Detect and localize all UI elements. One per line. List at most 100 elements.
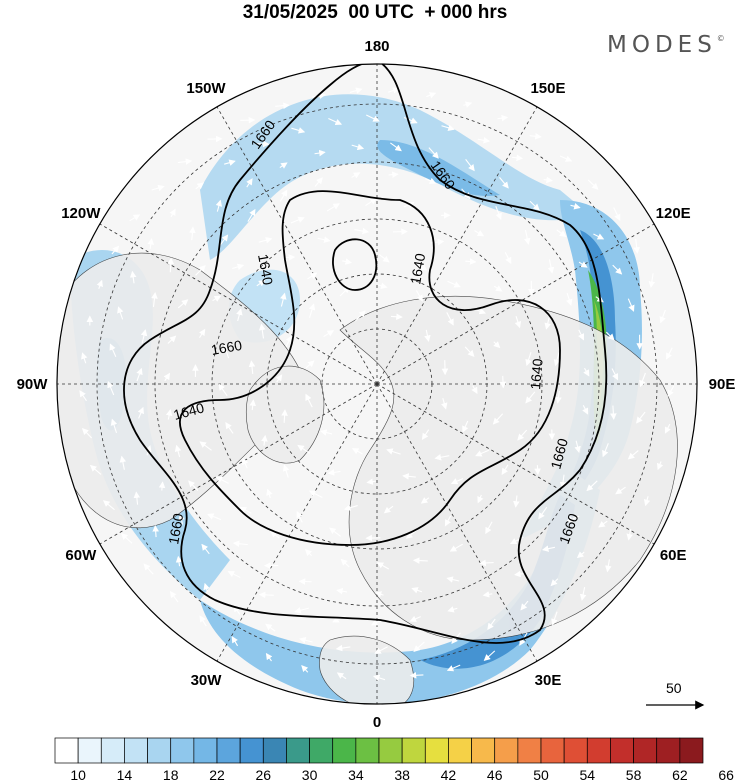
wind-arrow: [308, 490, 323, 499]
wind-arrow: [566, 515, 580, 523]
wind-arrow: [163, 372, 171, 382]
wind-arrow: [512, 154, 524, 162]
wind-arrow: [96, 279, 103, 289]
reference-vector-label: 50: [666, 680, 682, 696]
wind-arrow: [294, 607, 309, 614]
wind-arrow: [246, 178, 253, 188]
colorbar-tick-label: 38: [394, 767, 410, 782]
wind-arrow: [290, 216, 305, 224]
wind-vectors: [79, 87, 675, 682]
wind-arrow: [425, 177, 437, 184]
wind-arrow: [203, 582, 210, 593]
wind-arrow: [390, 313, 403, 321]
wind-arrow: [136, 367, 143, 382]
wind-arrow: [336, 672, 347, 680]
map-title: 31/05/2025 00 UTC + 000 hrs: [242, 2, 508, 23]
wind-arrow: [275, 374, 283, 383]
wind-arrow: [129, 270, 137, 284]
wind-arrow: [441, 124, 455, 131]
wind-arrow: [464, 346, 475, 357]
wind-arrow: [327, 469, 341, 476]
longitude-label: 90E: [709, 376, 736, 393]
wind-arrow: [199, 441, 212, 451]
wind-arrow: [279, 189, 288, 202]
colorbar-tick-label: 18: [163, 767, 179, 782]
wind-arrow: [227, 571, 241, 578]
wind-arrow: [342, 258, 353, 265]
wind-arrow: [493, 341, 501, 349]
wind-arrow: [402, 473, 416, 480]
wind-arrow: [475, 449, 490, 457]
wind-arrow: [633, 238, 640, 254]
wind-arrow: [247, 208, 256, 222]
wind-arrow: [249, 399, 257, 411]
wind-arrow: [611, 368, 619, 381]
wind-arrow: [426, 92, 437, 99]
wind-arrow: [499, 177, 509, 189]
wind-arrow: [305, 393, 313, 408]
wind-arrow: [169, 590, 179, 603]
brand-mark: ©: [716, 34, 725, 43]
wind-arrow: [415, 290, 423, 302]
wind-arrow: [248, 360, 256, 374]
colorbar-tick-label: 42: [441, 767, 457, 782]
wind-arrow: [79, 390, 87, 402]
wind-arrow: [547, 259, 555, 274]
wind-arrow: [444, 515, 452, 527]
wind-arrow: [613, 207, 621, 221]
colorbar-swatch: [332, 737, 357, 764]
wind-arrow: [215, 199, 223, 212]
wind-arrow: [477, 137, 491, 144]
wind-arrow: [296, 511, 303, 523]
wind-arrow: [120, 533, 133, 544]
wind-arrow: [534, 465, 541, 476]
wind-arrow: [553, 352, 561, 367]
colorbar-tick-label: 14: [117, 767, 133, 782]
colorbar-swatch: [193, 737, 218, 764]
wind-arrow: [501, 464, 509, 476]
wind-arrow: [667, 385, 675, 397]
colorbar-swatch: [494, 737, 519, 764]
wind-arrow: [270, 531, 280, 539]
wind-arrow: [424, 329, 431, 342]
colorbar-tick-label: 22: [209, 767, 225, 782]
wind-arrow: [578, 261, 588, 268]
wind-arrow: [282, 464, 290, 478]
wind-arrow: [411, 587, 423, 594]
wind-arrow: [388, 171, 399, 178]
wind-arrow: [525, 352, 532, 367]
wind-arrow: [299, 637, 313, 644]
wind-arrow: [258, 591, 274, 599]
wind-arrow: [477, 494, 484, 504]
longitude-label: 150W: [186, 80, 226, 97]
wind-arrow: [280, 292, 287, 307]
wind-arrow: [354, 227, 370, 235]
graticule: [57, 64, 697, 704]
wind-arrow: [447, 280, 461, 288]
wind-arrow: [291, 127, 306, 134]
contour-label: 1640: [527, 358, 546, 391]
colorbar-tick-label: 26: [255, 767, 271, 782]
wind-arrow: [366, 478, 376, 485]
wind-arrow: [81, 352, 88, 364]
wind-arrow: [231, 636, 239, 647]
wind-arrow: [465, 258, 477, 265]
wind-arrow: [626, 528, 633, 541]
wind-arrow: [550, 578, 559, 587]
longitude-label: 90W: [17, 376, 49, 393]
map-disc: 1660 1660 1640 1640 1660 1640 1640 1660 …: [57, 64, 697, 704]
colorbar-swatch: [100, 737, 125, 764]
wind-arrow: [178, 513, 185, 525]
wind-arrow: [119, 455, 127, 470]
contour-1640-closed: [332, 238, 378, 291]
colorbar-tick-label: 34: [348, 767, 364, 782]
wind-arrow: [215, 476, 229, 484]
colorbar-tick-label: 54: [579, 767, 595, 782]
wind-arrow: [314, 149, 326, 157]
wind-arrow: [428, 147, 439, 159]
latitude-ring-40: [96, 103, 658, 665]
colorbar-swatch: [286, 737, 310, 764]
wind-arrow: [175, 555, 183, 567]
colorbar-swatch: [633, 737, 658, 764]
